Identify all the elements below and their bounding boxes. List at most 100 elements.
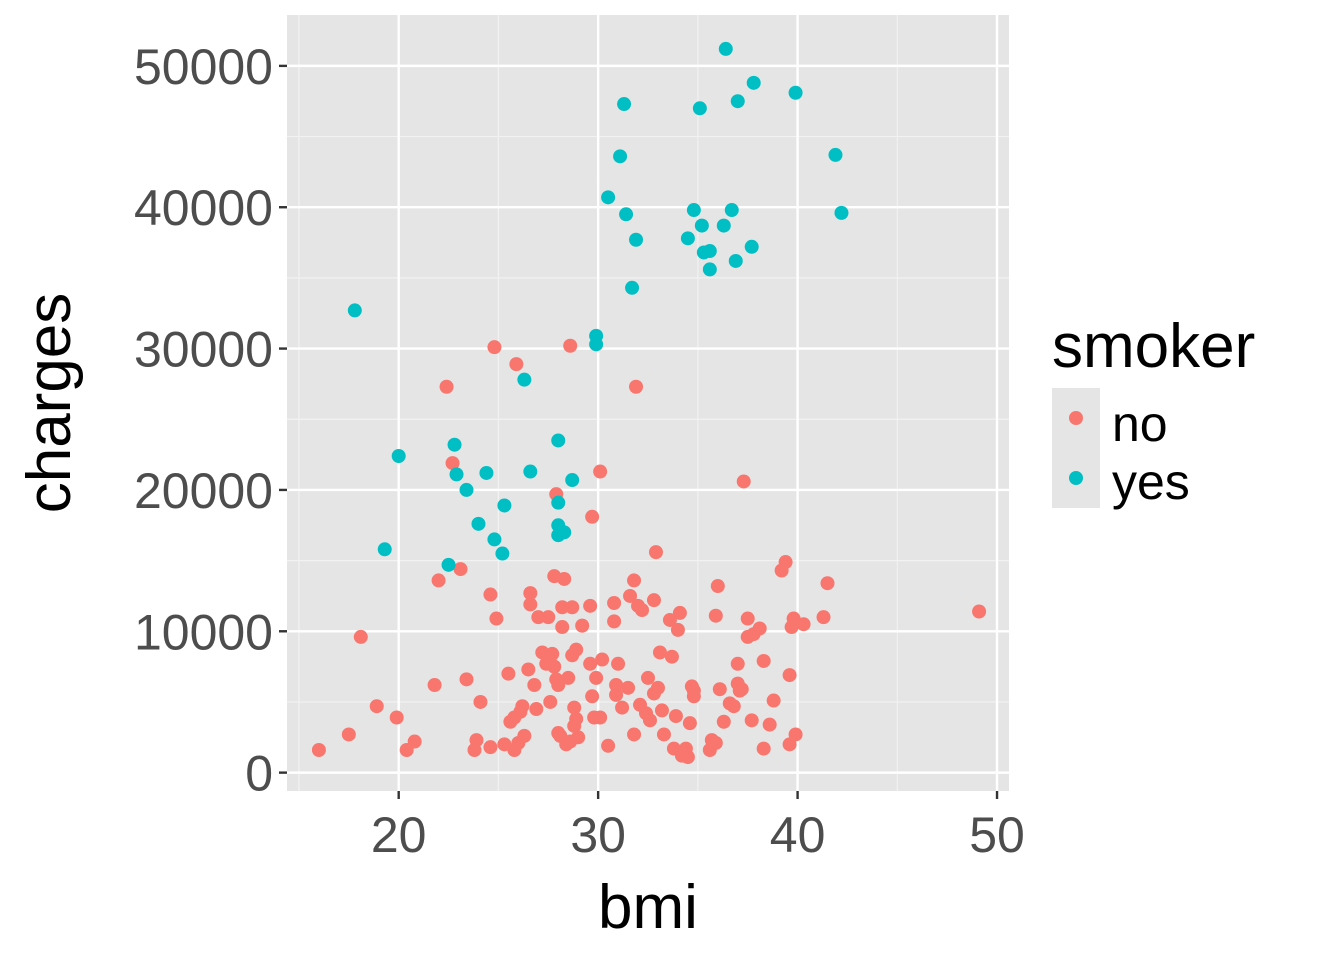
y-tick-label: 20000 [134, 463, 273, 519]
data-point-yes [459, 482, 474, 497]
data-point-yes [716, 218, 731, 233]
data-point-no [555, 600, 570, 615]
data-point-no [680, 750, 695, 765]
data-point-no [712, 682, 727, 697]
data-point-no [585, 689, 600, 704]
data-point-no [517, 728, 532, 743]
data-point-no [670, 622, 685, 637]
x-tick-label: 50 [969, 807, 1025, 863]
data-point-no [710, 579, 725, 594]
data-point-no [593, 464, 608, 479]
data-point-yes [471, 516, 486, 531]
data-point-no [583, 598, 598, 613]
x-tick-label: 20 [371, 807, 427, 863]
legend-key-yes [1069, 471, 1083, 485]
data-point-no [545, 646, 560, 661]
x-tick-label: 40 [770, 807, 826, 863]
data-point-yes [391, 449, 406, 464]
data-point-no [595, 652, 610, 667]
data-point-no [561, 670, 576, 685]
data-point-yes [828, 147, 843, 162]
data-point-no [569, 711, 584, 726]
data-point-no [766, 693, 781, 708]
data-point-no [569, 642, 584, 657]
data-point-yes [377, 542, 392, 557]
data-point-no [652, 645, 667, 660]
data-point-no [708, 735, 723, 750]
data-point-yes [625, 280, 640, 295]
data-point-no [756, 653, 771, 668]
data-point-no [427, 677, 442, 692]
data-point-yes [551, 433, 566, 448]
data-point-no [453, 562, 468, 577]
data-point-no [611, 656, 626, 671]
data-point-no [353, 629, 368, 644]
data-point-yes [702, 262, 717, 277]
data-point-no [708, 608, 723, 623]
data-point-no [589, 670, 604, 685]
data-point-no [730, 656, 745, 671]
data-point-no [607, 614, 622, 629]
data-point-yes [589, 328, 604, 343]
data-point-no [583, 656, 598, 671]
data-point-yes [601, 190, 616, 205]
data-point-no [654, 703, 669, 718]
plot-panel [287, 15, 1009, 791]
data-point-no [820, 576, 835, 591]
data-point-no [489, 611, 504, 626]
data-point-yes [557, 525, 572, 540]
data-point-no [593, 710, 608, 725]
data-point-no [621, 680, 636, 695]
data-point-no [369, 699, 384, 714]
data-point-yes [517, 372, 532, 387]
data-point-yes [495, 546, 510, 561]
y-tick-label: 50000 [134, 39, 273, 95]
data-point-no [515, 699, 530, 714]
data-point-no [445, 456, 460, 471]
data-point-no [648, 545, 663, 560]
data-point-no [389, 710, 404, 725]
data-point-yes [523, 464, 538, 479]
data-point-yes [565, 473, 580, 488]
data-point-yes [479, 465, 494, 480]
data-point-no [609, 677, 624, 692]
data-point-no [668, 709, 683, 724]
data-point-no [521, 662, 536, 677]
data-point-no [664, 649, 679, 664]
data-point-no [431, 573, 446, 588]
data-point-no [782, 668, 797, 683]
data-point-no [575, 618, 590, 633]
data-point-yes [551, 495, 566, 510]
data-point-no [662, 612, 677, 627]
data-point-no [439, 379, 454, 394]
data-point-no [744, 713, 759, 728]
data-point-no [682, 716, 697, 731]
data-point-no [567, 700, 582, 715]
legend: smoker no yes [1052, 312, 1255, 510]
data-point-no [635, 603, 650, 618]
data-point-no [656, 727, 671, 742]
data-point-yes [730, 94, 745, 109]
data-point-yes [746, 75, 761, 90]
data-point-no [646, 593, 661, 608]
data-point-no [615, 700, 630, 715]
data-point-no [531, 610, 546, 625]
data-point-no [565, 600, 580, 615]
data-point-no [551, 677, 566, 692]
data-point-yes [724, 203, 739, 218]
data-point-no [529, 702, 544, 717]
y-axis-title: charges [15, 293, 84, 514]
data-point-no [543, 694, 558, 709]
data-point-no [650, 680, 665, 695]
data-point-no [541, 610, 556, 625]
data-point-no [571, 730, 586, 745]
data-point-yes [694, 218, 709, 233]
legend-key-background [1052, 388, 1100, 508]
data-point-yes [728, 253, 743, 268]
data-point-no [547, 659, 562, 674]
data-point-no [473, 694, 488, 709]
data-point-yes [619, 207, 634, 222]
data-point-yes [692, 101, 707, 116]
data-point-yes [788, 85, 803, 100]
